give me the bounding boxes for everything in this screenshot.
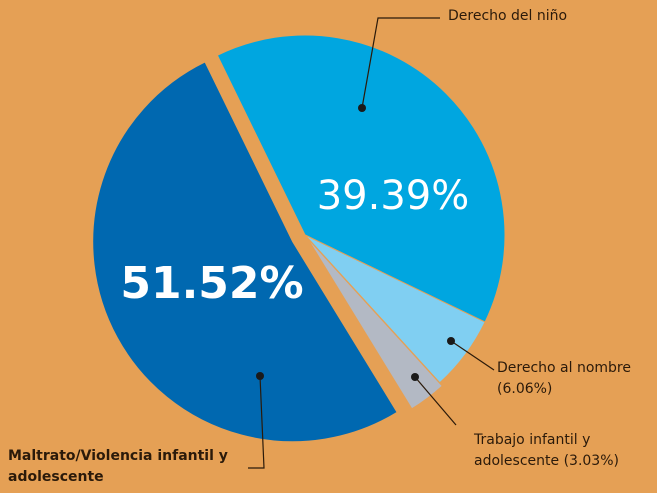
- label: Derecho al nombre (6.06%): [497, 358, 657, 400]
- slice-label: 51.52%: [120, 258, 303, 309]
- value-label: (6.06%): [497, 381, 553, 397]
- category-label: Maltrato/Violencia infantil y adolescent…: [8, 448, 228, 485]
- pie-slice: [306, 237, 443, 410]
- leader-line: [450, 340, 495, 371]
- category-label: Derecho del niño: [448, 8, 568, 24]
- leader-dot: [411, 373, 419, 381]
- leader-dot: [358, 104, 366, 112]
- label: Derecho del niño: [448, 6, 567, 27]
- leader-dot: [447, 337, 455, 345]
- value-label: (3.03%): [563, 453, 619, 469]
- leader-lines: [248, 17, 495, 469]
- leader-line: [248, 375, 265, 469]
- leader-dots: [256, 104, 455, 381]
- category-label: Derecho al nombre: [497, 360, 631, 376]
- slice-label: 39.39%: [317, 173, 470, 219]
- slices: [92, 34, 506, 443]
- pie-slice: [92, 61, 398, 443]
- leader-dot: [256, 372, 264, 380]
- pie-slice: [216, 34, 506, 323]
- category-label: Trabajo infantil y adolescente: [474, 432, 591, 469]
- label: Maltrato/Violencia infantil y adolescent…: [8, 446, 248, 488]
- leader-line: [361, 17, 440, 109]
- label: Trabajo infantil y adolescente (3.03%): [474, 430, 629, 472]
- leader-line: [414, 376, 457, 426]
